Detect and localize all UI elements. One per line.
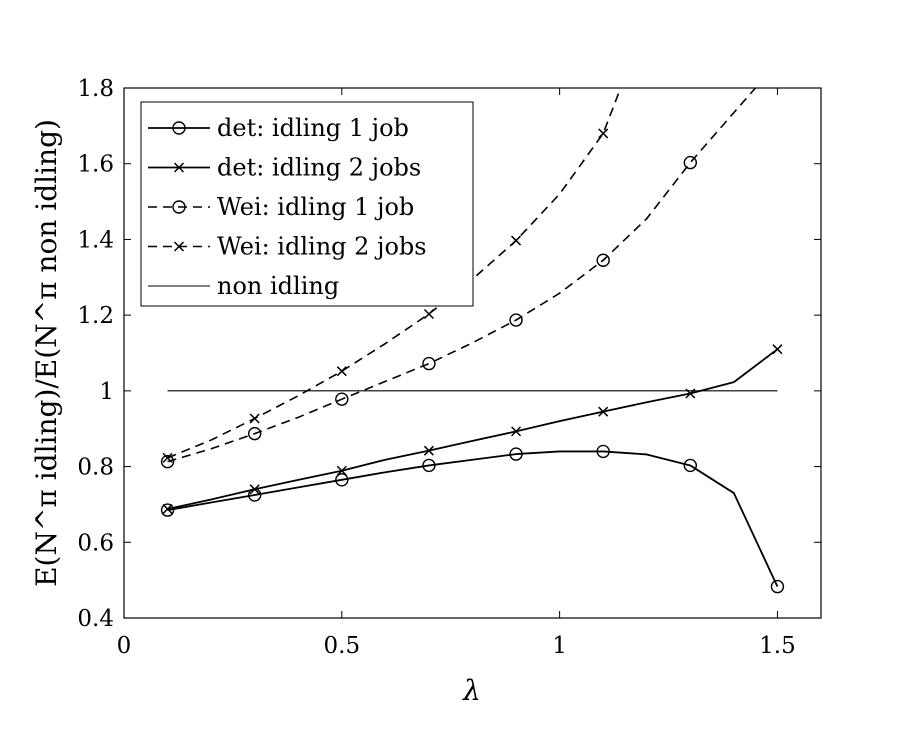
data-point <box>770 579 785 594</box>
data-point <box>249 413 260 424</box>
data-point <box>336 465 347 476</box>
y-tick-label: 1.4 <box>77 227 114 253</box>
data-point <box>249 484 260 495</box>
series-line <box>167 450 779 587</box>
legend: det: idling 1 job det: idling 2 jobs Wei: … <box>140 101 474 307</box>
data-point <box>162 503 173 515</box>
series-2 <box>160 88 757 469</box>
data-point <box>335 392 349 406</box>
y-tick-label: 1.8 <box>77 76 114 102</box>
x-tick-label: 1.5 <box>759 633 796 659</box>
legend-entry: det: idling 2 jobs <box>148 154 421 182</box>
y-tick-label: 1.6 <box>77 152 114 178</box>
data-point <box>336 366 347 377</box>
data-point <box>511 426 522 437</box>
series-3 <box>162 88 622 463</box>
data-point <box>598 406 609 417</box>
data-point <box>247 426 262 441</box>
legend-marker <box>172 200 186 214</box>
data-point <box>423 308 434 320</box>
data-point <box>596 253 610 267</box>
legend-marker <box>173 162 185 173</box>
data-point <box>422 458 436 473</box>
legend-label: Wei: idling 1 job <box>217 193 414 221</box>
x-tick-label: 0 <box>117 633 132 659</box>
legend-label: non idling <box>217 272 339 300</box>
data-point <box>335 473 349 487</box>
data-point <box>509 313 523 327</box>
x-tick-label: 0.5 <box>324 633 361 659</box>
legend-label: det: idling 1 job <box>217 114 409 142</box>
data-point <box>423 445 434 456</box>
data-point <box>160 503 175 517</box>
data-point <box>511 235 522 246</box>
x-tick-label: 1 <box>552 633 567 659</box>
y-axis-label: E(N^π idling)/E(N^π non idling) <box>30 119 63 587</box>
data-point <box>683 458 698 473</box>
legend-entry: Wei: idling 2 jobs <box>148 233 427 261</box>
legend-entry: Wei: idling 1 job <box>148 193 414 221</box>
data-point <box>162 452 173 463</box>
legend-box <box>140 101 474 307</box>
legend-marker <box>172 121 186 135</box>
data-point <box>598 128 609 139</box>
legend-label: Wei: idling 2 jobs <box>217 233 427 261</box>
legend-entry: det: idling 1 job <box>148 114 409 142</box>
data-point <box>509 447 523 461</box>
y-tick-label: 0.8 <box>77 455 114 481</box>
data-point <box>422 356 436 371</box>
y-tick-label: 1.2 <box>77 303 114 329</box>
x-axis-label: λ <box>462 674 481 707</box>
y-tick-label: 1 <box>99 379 114 405</box>
series-1 <box>162 344 783 515</box>
legend-marker <box>173 241 185 252</box>
data-point <box>772 344 783 355</box>
data-point <box>160 454 175 469</box>
series-layer <box>160 88 785 594</box>
data-point <box>596 444 610 459</box>
series-0 <box>160 444 785 594</box>
legend-label: det: idling 2 jobs <box>217 154 421 182</box>
y-tick-label: 0.6 <box>77 530 114 556</box>
data-point <box>683 155 698 170</box>
series-line <box>167 88 622 459</box>
y-tick-label: 0.4 <box>77 606 114 632</box>
series-line <box>167 348 778 510</box>
series-line <box>167 88 757 463</box>
legend-entry: non idling <box>148 272 339 300</box>
axis-ticks: 0 0.5 1 1.5 0.4 0.6 0.8 1 1.2 1.4 1.6 1.8 <box>77 76 821 659</box>
